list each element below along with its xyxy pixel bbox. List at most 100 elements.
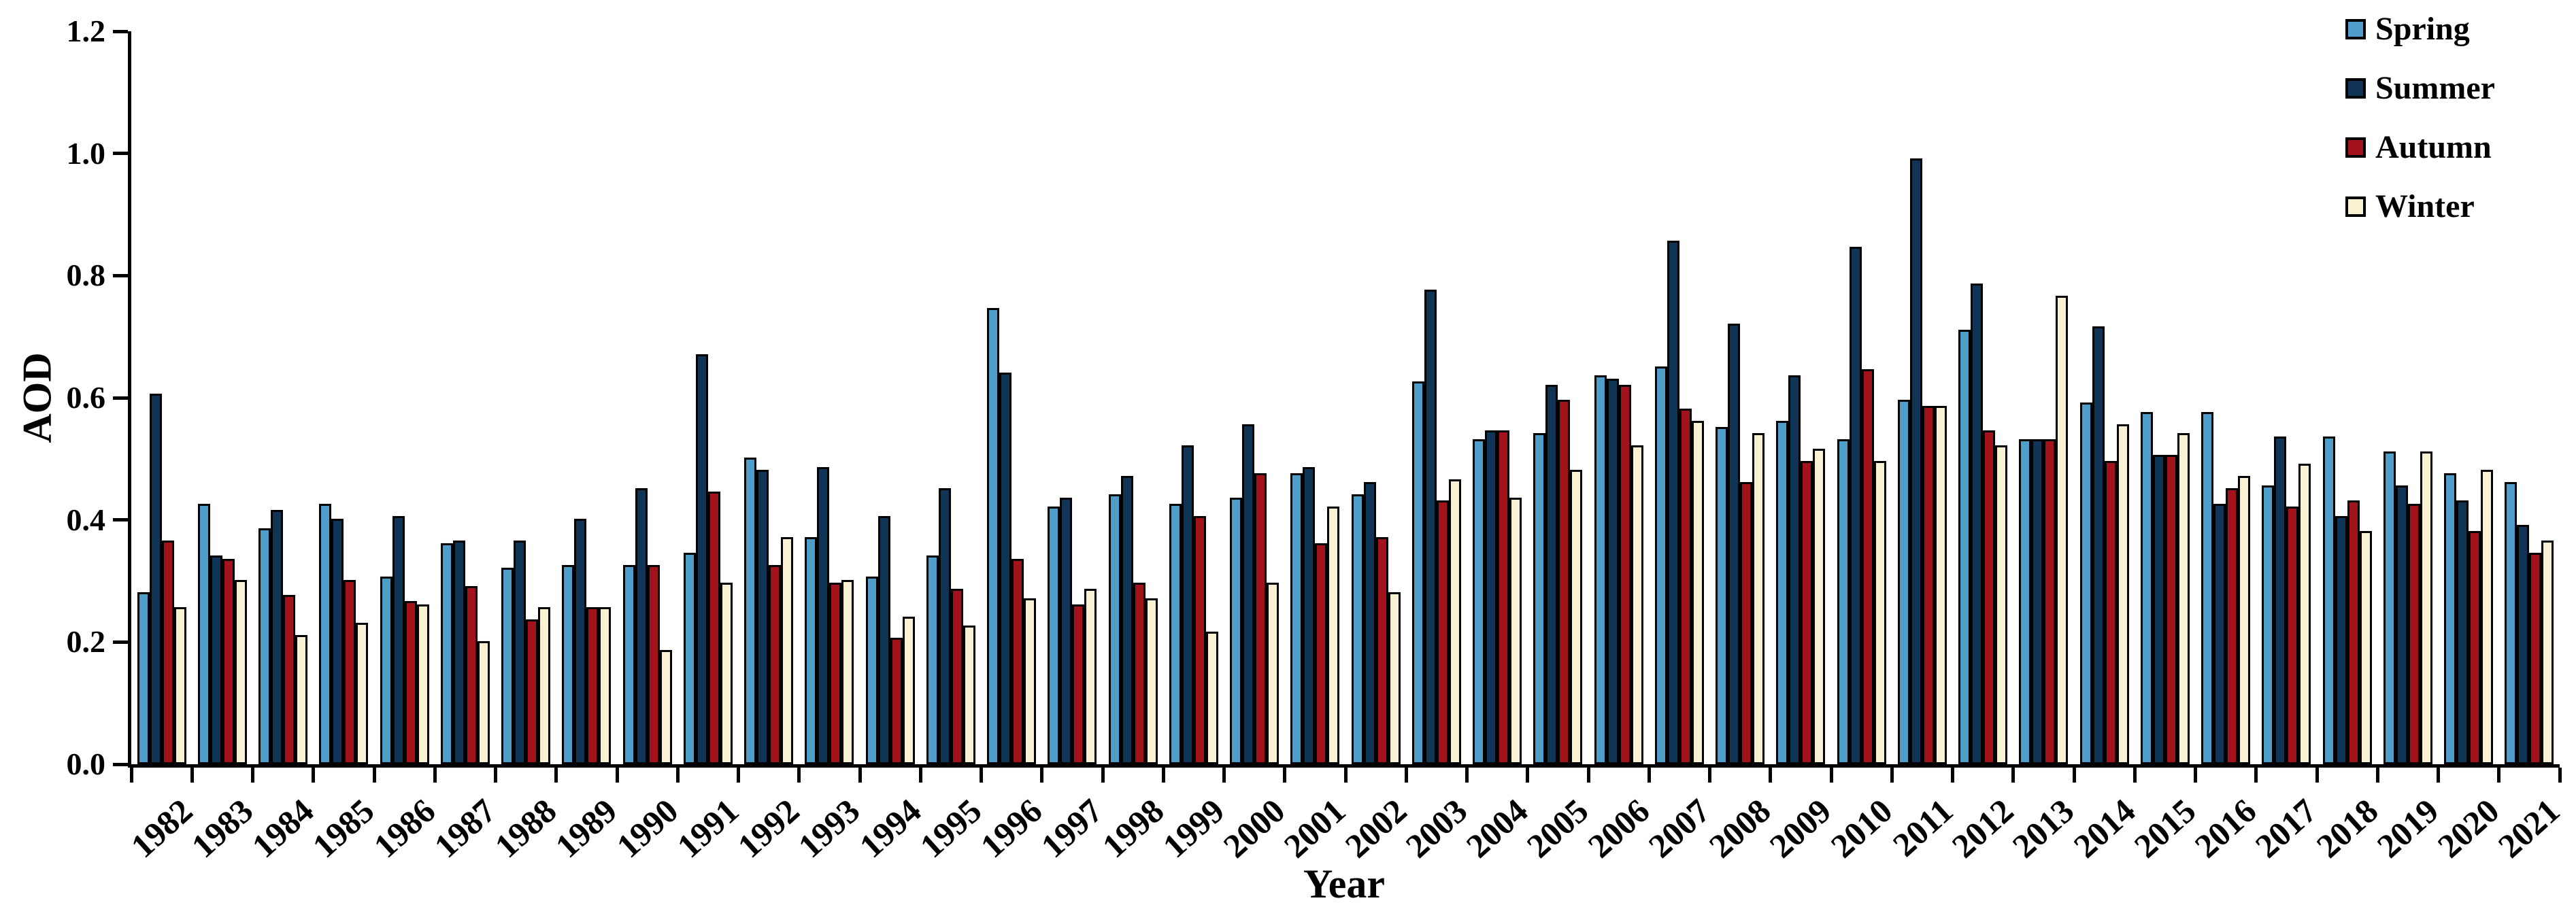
bar-autumn-1994 xyxy=(890,638,903,764)
bar-summer-1984 xyxy=(271,510,284,764)
x-axis-tick xyxy=(1708,768,1711,783)
bar-spring-2013 xyxy=(2019,439,2032,764)
bar-winter-1992 xyxy=(781,537,794,764)
bar-autumn-2016 xyxy=(2226,488,2239,764)
x-tick-label-1982: 1982 xyxy=(123,791,200,866)
x-axis-tick xyxy=(1829,768,1833,783)
bar-summer-1998 xyxy=(1120,476,1133,764)
x-tick-label-2018: 2018 xyxy=(2309,791,2386,866)
bar-spring-2018 xyxy=(2322,437,2335,764)
x-tick-label-2021: 2021 xyxy=(2491,791,2567,866)
x-axis-tick xyxy=(1890,768,1894,783)
x-tick-label-1992: 1992 xyxy=(730,791,807,866)
bar-autumn-1999 xyxy=(1193,516,1206,764)
bar-spring-1998 xyxy=(1108,494,1121,764)
bar-winter-1983 xyxy=(234,580,247,764)
bar-autumn-2014 xyxy=(2104,461,2117,764)
bar-winter-1987 xyxy=(477,641,490,764)
x-axis-tick xyxy=(2194,768,2197,783)
bar-winter-2007 xyxy=(1691,421,1704,764)
legend-label-winter: Winter xyxy=(2375,188,2475,224)
x-tick-label-1983: 1983 xyxy=(184,791,261,866)
x-tick-label-1988: 1988 xyxy=(487,791,564,866)
bar-summer-1983 xyxy=(210,555,222,764)
bar-summer-2021 xyxy=(2517,525,2530,764)
x-axis-tick xyxy=(2315,768,2319,783)
legend-item-spring: Spring xyxy=(2345,10,2495,49)
bar-spring-2014 xyxy=(2079,403,2092,764)
bar-autumn-2012 xyxy=(1983,430,1996,764)
bar-winter-2019 xyxy=(2420,451,2432,764)
bar-autumn-2010 xyxy=(1861,369,1874,764)
bar-autumn-2009 xyxy=(1801,461,1813,764)
x-axis-tick xyxy=(1101,768,1105,783)
y-axis-tick xyxy=(113,273,128,277)
bar-summer-2017 xyxy=(2274,437,2287,764)
x-tick-label-2014: 2014 xyxy=(2066,791,2143,866)
bar-spring-1984 xyxy=(258,528,271,764)
bar-winter-2011 xyxy=(1934,406,1947,764)
x-axis-tick xyxy=(554,768,558,783)
bar-autumn-2007 xyxy=(1679,409,1692,764)
y-axis-tick xyxy=(113,152,128,156)
bar-summer-1997 xyxy=(1060,498,1073,764)
x-axis-tick xyxy=(1586,768,1590,783)
y-tick-label: 0.2 xyxy=(66,624,106,660)
x-axis-tick xyxy=(1283,768,1287,783)
bar-summer-2007 xyxy=(1667,241,1679,764)
bar-summer-2020 xyxy=(2456,500,2469,764)
bar-winter-2005 xyxy=(1570,470,1583,764)
y-axis-tick xyxy=(113,518,128,522)
x-axis-tick xyxy=(1222,768,1226,783)
x-tick-label-2011: 2011 xyxy=(1885,791,1960,864)
legend-swatch-spring xyxy=(2345,19,2366,39)
x-axis-tick xyxy=(190,768,194,783)
bar-spring-1997 xyxy=(1048,507,1060,764)
legend-item-autumn: Autumn xyxy=(2345,128,2495,167)
bar-winter-2013 xyxy=(2056,296,2069,764)
x-axis-tick xyxy=(1526,768,1530,783)
bar-spring-1993 xyxy=(805,537,818,764)
bar-spring-2019 xyxy=(2383,451,2396,764)
bar-spring-1988 xyxy=(501,568,514,764)
x-tick-label-2003: 2003 xyxy=(1398,791,1475,866)
bar-summer-2013 xyxy=(2031,439,2044,764)
bar-autumn-2000 xyxy=(1254,473,1267,764)
x-axis-tick xyxy=(2072,768,2076,783)
x-tick-label-1987: 1987 xyxy=(426,791,503,866)
bar-spring-2001 xyxy=(1290,473,1303,764)
bar-winter-2017 xyxy=(2298,464,2311,764)
bar-autumn-2013 xyxy=(2043,439,2056,764)
x-axis-tick xyxy=(1647,768,1651,783)
x-tick-label-1993: 1993 xyxy=(791,791,867,866)
bar-autumn-2008 xyxy=(1740,482,1753,764)
bar-summer-1995 xyxy=(938,488,951,764)
bar-winter-1988 xyxy=(538,607,551,764)
bar-winter-2004 xyxy=(1509,498,1522,764)
bar-spring-1992 xyxy=(744,458,757,764)
bar-summer-1990 xyxy=(635,488,648,764)
bar-summer-2010 xyxy=(1849,247,1862,764)
x-axis-tick xyxy=(1769,768,1773,783)
x-axis-tick xyxy=(2558,768,2562,783)
x-tick-label-1990: 1990 xyxy=(609,791,686,866)
bar-spring-1999 xyxy=(1169,504,1182,764)
y-axis-tick xyxy=(113,640,128,644)
bar-winter-2012 xyxy=(1995,445,2008,764)
x-axis-tick xyxy=(858,768,862,783)
bar-autumn-2017 xyxy=(2286,507,2299,764)
bar-winter-2009 xyxy=(1813,449,1826,764)
bar-summer-2019 xyxy=(2395,485,2408,764)
bar-spring-1994 xyxy=(865,577,878,764)
bar-winter-2015 xyxy=(2177,433,2190,764)
bar-spring-1985 xyxy=(319,504,332,764)
x-axis-tick xyxy=(372,768,376,783)
x-axis-tick xyxy=(2132,768,2137,783)
x-axis-tick xyxy=(615,768,619,783)
bar-autumn-1992 xyxy=(769,565,782,764)
legend-swatch-summer xyxy=(2345,78,2366,99)
y-axis-tick xyxy=(113,29,128,33)
x-axis-tick xyxy=(1404,768,1408,783)
bar-autumn-1983 xyxy=(222,559,235,764)
